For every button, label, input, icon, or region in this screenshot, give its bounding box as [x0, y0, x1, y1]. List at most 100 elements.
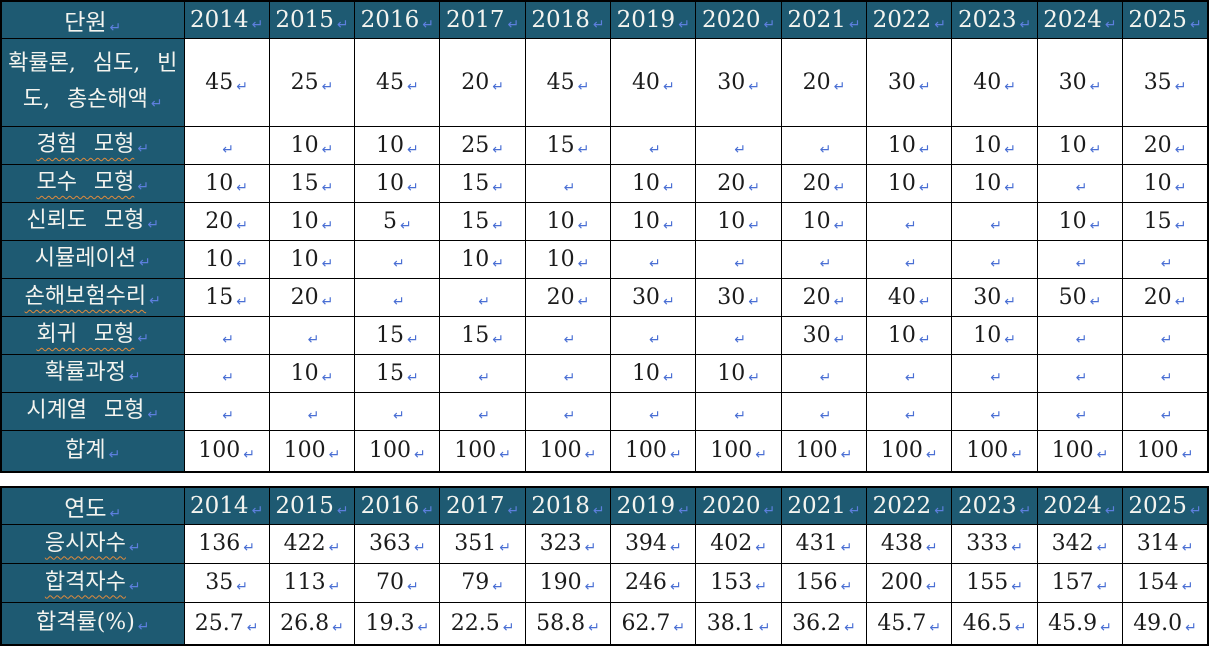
units-cell-probability-severity-2019[interactable]: 40 ↵: [610, 37, 697, 127]
results-cell-passers-2017[interactable]: 79 ↵: [439, 562, 526, 603]
units-cell-credibility-model-2019[interactable]: 10 ↵: [610, 201, 697, 241]
units-cell-stochastic-process-2023[interactable]: ↵: [951, 353, 1038, 393]
units-cell-probability-severity-2021[interactable]: 20 ↵: [780, 37, 868, 127]
units-cell-pc-actuarial-2018[interactable]: 20 ↵: [524, 277, 612, 317]
units-corner-header[interactable]: 단원 ↵: [0, 0, 185, 39]
units-cell-credibility-model-2018[interactable]: 10 ↵: [524, 201, 612, 241]
units-year-header-2020[interactable]: 2020 ↵: [695, 0, 782, 39]
units-cell-time-series-model-2024[interactable]: ↵: [1036, 391, 1124, 431]
results-cell-applicants-2024[interactable]: 342 ↵: [1036, 523, 1124, 564]
units-cell-empirical-model-2022[interactable]: 10 ↵: [866, 125, 953, 165]
units-cell-simulation-2019[interactable]: ↵: [610, 239, 697, 279]
units-year-header-2015[interactable]: 2015 ↵: [268, 0, 356, 39]
results-cell-passers-2024[interactable]: 157 ↵: [1036, 562, 1124, 603]
units-cell-probability-severity-2025[interactable]: 35 ↵: [1122, 37, 1209, 127]
units-cell-regression-model-2014[interactable]: ↵: [183, 315, 270, 355]
units-cell-time-series-model-2023[interactable]: ↵: [951, 391, 1038, 431]
units-cell-credibility-model-2014[interactable]: 20 ↵: [183, 201, 270, 241]
units-cell-stochastic-process-2021[interactable]: ↵: [780, 353, 868, 393]
units-cell-empirical-model-2015[interactable]: 10 ↵: [268, 125, 356, 165]
units-row-label-credibility-model[interactable]: 신뢰도 모형 ↵: [0, 201, 185, 241]
units-cell-stochastic-process-2018[interactable]: ↵: [524, 353, 612, 393]
results-cell-applicants-2016[interactable]: 363 ↵: [354, 523, 441, 564]
units-cell-total-2018[interactable]: 100 ↵: [524, 429, 612, 473]
units-cell-simulation-2018[interactable]: 10 ↵: [524, 239, 612, 279]
units-cell-time-series-model-2015[interactable]: ↵: [268, 391, 356, 431]
units-cell-stochastic-process-2022[interactable]: ↵: [866, 353, 953, 393]
results-year-header-2015[interactable]: 2015 ↵: [268, 486, 356, 525]
results-cell-passers-2020[interactable]: 153 ↵: [695, 562, 782, 603]
results-row-label-passers[interactable]: 합격자수 ↵: [0, 562, 185, 603]
units-row-label-regression-model[interactable]: 회귀 모형 ↵: [0, 315, 185, 355]
units-cell-empirical-model-2019[interactable]: ↵: [610, 125, 697, 165]
units-year-header-2014[interactable]: 2014 ↵: [183, 0, 270, 39]
results-cell-pass-rate-2025[interactable]: 49.0 ↵: [1122, 601, 1209, 646]
results-cell-pass-rate-2015[interactable]: 26.8 ↵: [268, 601, 356, 646]
results-year-header-2024[interactable]: 2024 ↵: [1036, 486, 1124, 525]
units-year-header-2017[interactable]: 2017 ↵: [439, 0, 526, 39]
results-cell-applicants-2025[interactable]: 314 ↵: [1122, 523, 1209, 564]
units-year-header-2018[interactable]: 2018 ↵: [524, 0, 612, 39]
units-year-header-2016[interactable]: 2016 ↵: [354, 0, 441, 39]
results-cell-applicants-2022[interactable]: 438 ↵: [866, 523, 953, 564]
units-cell-stochastic-process-2014[interactable]: ↵: [183, 353, 270, 393]
units-cell-parametric-model-2015[interactable]: 15 ↵: [268, 163, 356, 203]
units-cell-simulation-2023[interactable]: ↵: [951, 239, 1038, 279]
units-row-label-time-series-model[interactable]: 시계열 모형 ↵: [0, 391, 185, 431]
results-row-label-pass-rate[interactable]: 합격률(%) ↵: [0, 601, 185, 646]
units-cell-credibility-model-2016[interactable]: 5 ↵: [354, 201, 441, 241]
results-cell-passers-2014[interactable]: 35 ↵: [183, 562, 270, 603]
units-cell-pc-actuarial-2014[interactable]: 15 ↵: [183, 277, 270, 317]
results-year-header-2016[interactable]: 2016 ↵: [354, 486, 441, 525]
units-row-label-total[interactable]: 합계 ↵: [0, 429, 185, 473]
results-year-header-2025[interactable]: 2025 ↵: [1122, 486, 1209, 525]
units-cell-stochastic-process-2020[interactable]: 10 ↵: [695, 353, 782, 393]
results-row-label-applicants[interactable]: 응시자수 ↵: [0, 523, 185, 564]
units-cell-parametric-model-2018[interactable]: ↵: [524, 163, 612, 203]
units-cell-simulation-2022[interactable]: ↵: [866, 239, 953, 279]
results-cell-passers-2025[interactable]: 154 ↵: [1122, 562, 1209, 603]
results-cell-pass-rate-2018[interactable]: 58.8 ↵: [524, 601, 612, 646]
units-cell-total-2019[interactable]: 100 ↵: [610, 429, 697, 473]
results-cell-passers-2022[interactable]: 200 ↵: [866, 562, 953, 603]
results-year-header-2019[interactable]: 2019 ↵: [610, 486, 697, 525]
units-cell-credibility-model-2025[interactable]: 15 ↵: [1122, 201, 1209, 241]
units-cell-stochastic-process-2024[interactable]: ↵: [1036, 353, 1124, 393]
units-cell-empirical-model-2014[interactable]: ↵: [183, 125, 270, 165]
units-row-label-simulation[interactable]: 시뮬레이션 ↵: [0, 239, 185, 279]
units-cell-regression-model-2018[interactable]: ↵: [524, 315, 612, 355]
units-cell-regression-model-2020[interactable]: ↵: [695, 315, 782, 355]
units-row-label-empirical-model[interactable]: 경험 모형 ↵: [0, 125, 185, 165]
units-cell-parametric-model-2024[interactable]: ↵: [1036, 163, 1124, 203]
units-cell-credibility-model-2021[interactable]: 10 ↵: [780, 201, 868, 241]
results-cell-applicants-2020[interactable]: 402 ↵: [695, 523, 782, 564]
results-year-header-2021[interactable]: 2021 ↵: [780, 486, 868, 525]
results-cell-pass-rate-2021[interactable]: 36.2 ↵: [780, 601, 868, 646]
units-cell-parametric-model-2017[interactable]: 15 ↵: [439, 163, 526, 203]
units-year-header-2025[interactable]: 2025 ↵: [1122, 0, 1209, 39]
units-cell-total-2022[interactable]: 100 ↵: [866, 429, 953, 473]
units-cell-regression-model-2023[interactable]: 10 ↵: [951, 315, 1038, 355]
units-cell-stochastic-process-2017[interactable]: ↵: [439, 353, 526, 393]
units-cell-total-2020[interactable]: 100 ↵: [695, 429, 782, 473]
units-row-label-probability-severity[interactable]: 확률론, 심도, 빈도, 총손해액 ↵: [0, 37, 185, 127]
results-cell-applicants-2014[interactable]: 136 ↵: [183, 523, 270, 564]
units-cell-time-series-model-2022[interactable]: ↵: [866, 391, 953, 431]
units-cell-probability-severity-2022[interactable]: 30 ↵: [866, 37, 953, 127]
units-cell-simulation-2025[interactable]: ↵: [1122, 239, 1209, 279]
units-cell-parametric-model-2022[interactable]: 10 ↵: [866, 163, 953, 203]
units-cell-empirical-model-2018[interactable]: 15 ↵: [524, 125, 612, 165]
results-corner-header[interactable]: 연도 ↵: [0, 486, 185, 525]
units-row-label-pc-actuarial[interactable]: 손해보험수리 ↵: [0, 277, 185, 317]
units-cell-parametric-model-2021[interactable]: 20 ↵: [780, 163, 868, 203]
units-cell-pc-actuarial-2020[interactable]: 30 ↵: [695, 277, 782, 317]
results-cell-applicants-2015[interactable]: 422 ↵: [268, 523, 356, 564]
units-cell-pc-actuarial-2019[interactable]: 30 ↵: [610, 277, 697, 317]
units-cell-parametric-model-2025[interactable]: 10 ↵: [1122, 163, 1209, 203]
units-cell-empirical-model-2024[interactable]: 10 ↵: [1036, 125, 1124, 165]
results-cell-passers-2021[interactable]: 156 ↵: [780, 562, 868, 603]
units-cell-probability-severity-2015[interactable]: 25 ↵: [268, 37, 356, 127]
units-cell-probability-severity-2024[interactable]: 30 ↵: [1036, 37, 1124, 127]
results-year-header-2017[interactable]: 2017 ↵: [439, 486, 526, 525]
units-cell-time-series-model-2021[interactable]: ↵: [780, 391, 868, 431]
